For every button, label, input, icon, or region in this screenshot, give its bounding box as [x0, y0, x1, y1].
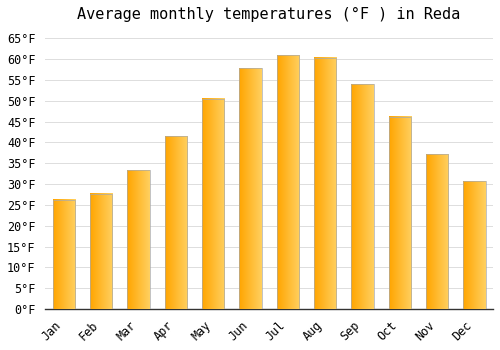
Title: Average monthly temperatures (°F ) in Reda: Average monthly temperatures (°F ) in Re… — [78, 7, 460, 22]
